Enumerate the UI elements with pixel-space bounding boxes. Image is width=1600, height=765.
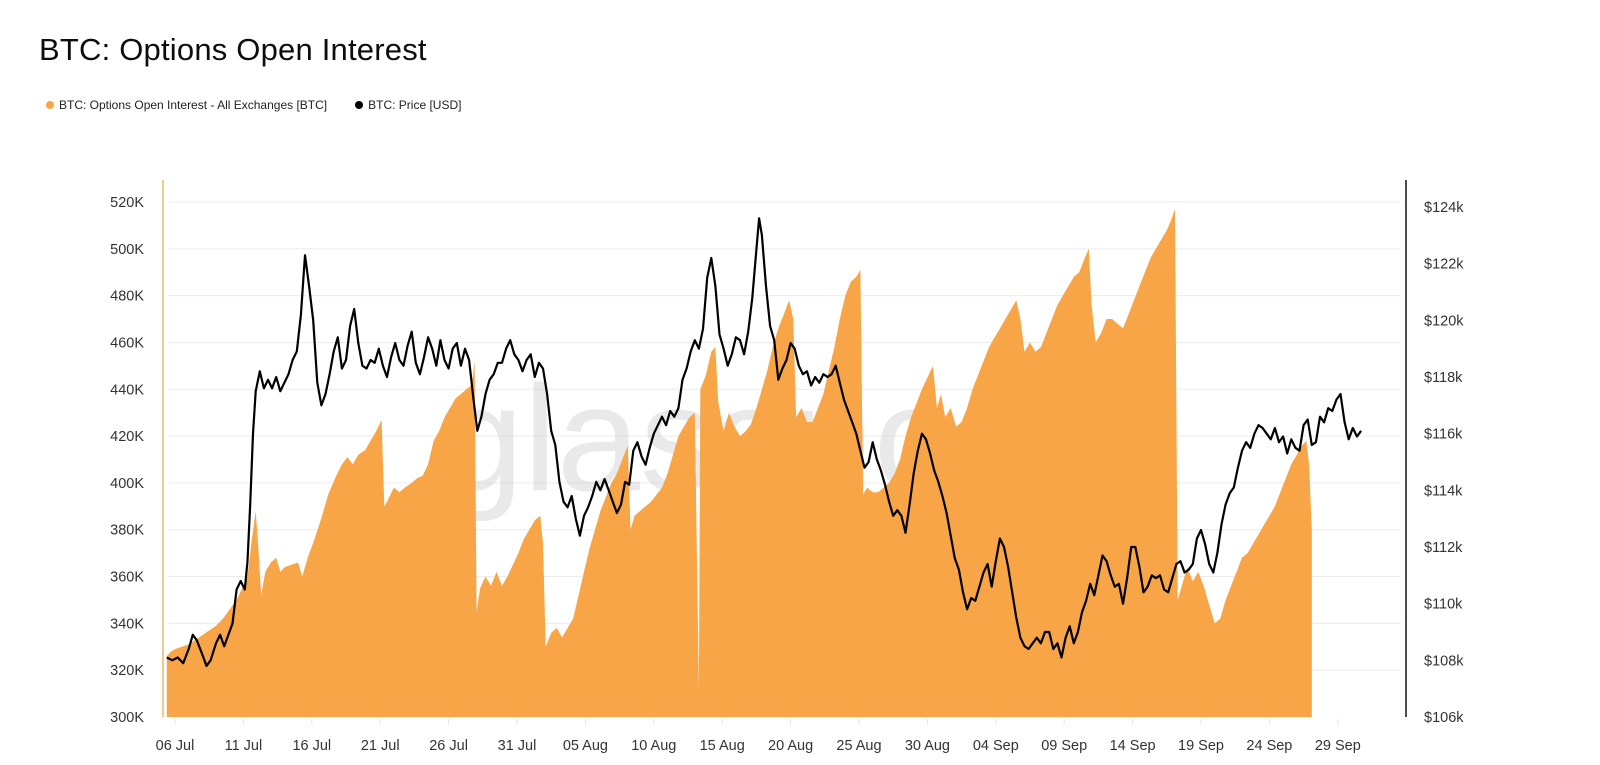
x-tick-label: 15 Aug — [700, 738, 745, 754]
y-left-tick-label: 400K — [110, 476, 144, 492]
legend-label-price: BTC: Price [USD] — [368, 98, 462, 112]
y-right-tick-label: $106k — [1424, 710, 1464, 726]
y-axis-left-labels: 300K 320K 340K 360K 380K 400K 420K 440K 460K 480K… — [110, 195, 144, 726]
open-interest-area — [166, 209, 1312, 717]
y-right-tick-label: $110k — [1424, 597, 1463, 613]
x-tick-label: 21 Jul — [361, 738, 400, 754]
x-tick-label: 19 Sep — [1178, 738, 1224, 754]
y-right-tick-label: $124k — [1424, 200, 1464, 216]
x-tick-label: 16 Jul — [292, 738, 331, 754]
y-right-tick-label: $114k — [1424, 483, 1463, 499]
y-left-tick-label: 420K — [110, 429, 144, 445]
y-right-tick-label: $120k — [1424, 313, 1464, 329]
y-left-tick-label: 500K — [110, 242, 144, 258]
y-left-tick-label: 340K — [110, 616, 144, 632]
y-left-tick-label: 300K — [110, 710, 144, 726]
x-tick-label: 30 Aug — [905, 738, 950, 754]
legend: BTC: Options Open Interest - All Exchang… — [46, 98, 461, 112]
y-axis-right-labels: $106k $108k $110k $112k $114k $116k $118k $120k… — [1424, 200, 1464, 726]
price-line-layer — [166, 217, 1362, 668]
y-left-tick-label: 520K — [110, 195, 144, 211]
legend-label-open-interest: BTC: Options Open Interest - All Exchang… — [59, 98, 328, 112]
y-left-tick-label: 360K — [110, 570, 144, 586]
chart-title: BTC: Options Open Interest — [39, 32, 427, 67]
x-tick-label: 09 Sep — [1041, 738, 1087, 754]
axes — [162, 180, 1407, 717]
x-tick-label: 05 Aug — [563, 738, 608, 754]
y-left-tick-label: 460K — [110, 335, 144, 351]
y-left-tick-label: 380K — [110, 523, 144, 539]
legend-item-price[interactable]: BTC: Price [USD] — [355, 98, 461, 112]
open-interest-area-layer — [166, 209, 1312, 717]
x-tick-label: 11 Jul — [225, 738, 263, 754]
x-tick-label: 31 Jul — [498, 738, 537, 754]
price-line — [166, 217, 1362, 668]
x-tick-label: 20 Aug — [768, 738, 813, 754]
x-axis-labels: 06 Jul 11 Jul 16 Jul 21 Jul 26 Jul 31 Jul 05 A… — [156, 719, 1361, 754]
legend-dot-black-icon — [355, 101, 364, 109]
legend-dot-orange-icon — [46, 101, 54, 109]
y-right-tick-label: $112k — [1424, 540, 1463, 556]
y-right-tick-label: $108k — [1424, 653, 1464, 669]
x-tick-label: 04 Sep — [973, 738, 1019, 754]
x-tick-label: 26 Jul — [429, 738, 468, 754]
x-tick-label: 24 Sep — [1246, 738, 1292, 754]
x-tick-label: 14 Sep — [1110, 738, 1156, 754]
y-right-tick-label: $118k — [1424, 370, 1463, 386]
x-tick-label: 10 Aug — [631, 738, 676, 754]
x-tick-label: 06 Jul — [156, 738, 195, 754]
y-left-tick-label: 440K — [110, 382, 144, 398]
legend-item-open-interest[interactable]: BTC: Options Open Interest - All Exchang… — [46, 98, 327, 112]
x-tick-label: 29 Sep — [1315, 738, 1361, 754]
y-right-tick-label: $122k — [1424, 257, 1464, 273]
x-tick-label: 25 Aug — [836, 738, 881, 754]
y-left-tick-label: 320K — [110, 663, 144, 679]
y-right-tick-label: $116k — [1424, 427, 1463, 443]
y-left-tick-label: 480K — [110, 289, 144, 305]
